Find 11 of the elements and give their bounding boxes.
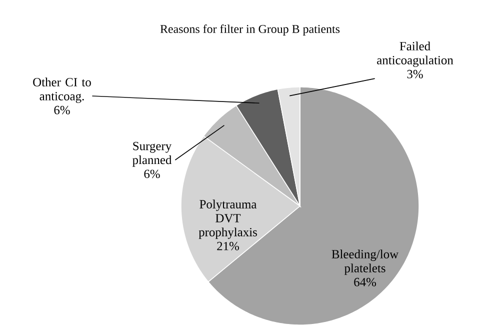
slice-label: Other CI to anticoag. — [33, 78, 91, 103]
slice-label: Failed anticoagulation — [377, 42, 454, 67]
data-label: 21% — [217, 242, 239, 250]
data-label: 64% — [354, 278, 376, 286]
slice-label: Polytrauma DVT prophylaxis — [198, 200, 257, 239]
data-label: 6% — [144, 170, 160, 178]
chart-title: Reasons for filter in Group B patients — [160, 24, 340, 36]
data-label: 3% — [407, 70, 423, 78]
data-label: 6% — [54, 106, 70, 114]
slice-label: Surgery planned — [132, 142, 172, 167]
slice-label: Bleeding/low platelets — [332, 250, 399, 275]
